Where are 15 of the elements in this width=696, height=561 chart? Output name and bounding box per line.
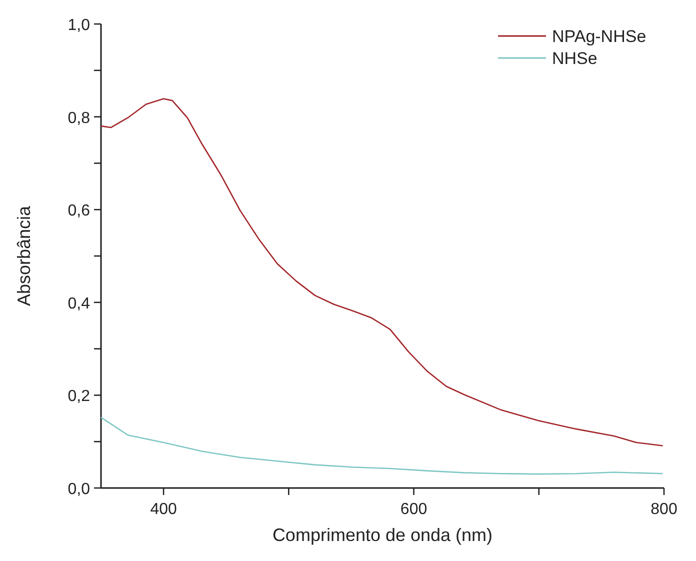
y-tick-label: 0,0 [68,481,90,498]
y-tick-label: 0,8 [68,110,90,127]
line-series [100,98,664,446]
y-tick-label: 0,2 [68,388,90,406]
x-axis-title: Comprimento de onda (nm) [272,525,493,545]
y-axis-title: Absorbância [14,204,34,306]
x-tick-label: 800 [650,501,678,518]
y-tick-label: 0,4 [68,295,90,312]
legend-label: NHSe [552,49,598,68]
line-series [100,416,664,475]
legend-label: NPAg-NHSe [552,27,646,46]
y-tick-label: 0,6 [68,202,90,220]
x-tick-label: 400 [150,501,177,518]
x-tick-label: 600 [400,501,428,518]
y-tick-label: 1,0 [68,17,90,34]
